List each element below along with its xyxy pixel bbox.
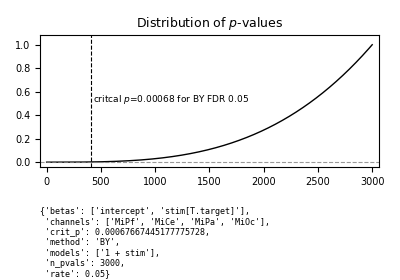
- Text: critcal $p$=0.00068 for BY FDR 0.05: critcal $p$=0.00068 for BY FDR 0.05: [93, 93, 249, 106]
- Text: {'betas': ['intercept', 'stim[T.target]'],
 'channels': ['MiPf', 'MiCe', 'MiPa',: {'betas': ['intercept', 'stim[T.target]'…: [40, 207, 270, 279]
- Title: Distribution of $p$-values: Distribution of $p$-values: [136, 15, 283, 32]
